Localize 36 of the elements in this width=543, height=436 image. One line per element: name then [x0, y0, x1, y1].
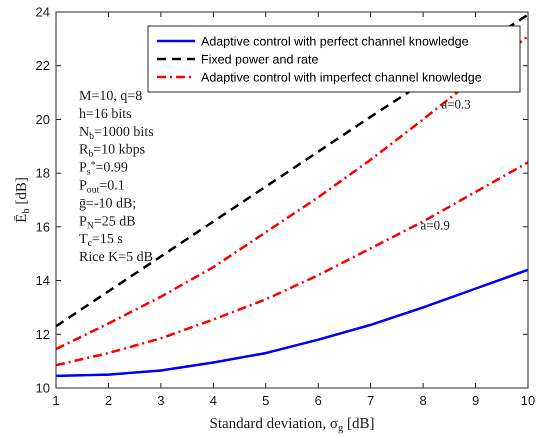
annotation: ḡ=-10 dB; — [79, 196, 136, 212]
annotation: P$_{out}$=0.1 — [79, 178, 125, 195]
x-tick-label: 10 — [520, 393, 536, 408]
annotation: M=10, q=8 — [79, 89, 142, 104]
x-axis-title: Standard deviation, σ$_{g}$ [dB] — [210, 416, 374, 434]
legend-label: Adaptive control with perfect channel knowledge — [201, 34, 469, 48]
annotation: T$_{c}$=15 s — [79, 232, 123, 249]
y-tick-label: 16 — [36, 219, 50, 234]
y-tick-label: 22 — [36, 58, 50, 74]
line-series — [54, 268, 530, 378]
annotation: h=16 bits — [79, 106, 132, 122]
annotation: N$_{b}$=1000 bits — [79, 124, 154, 142]
annotation: P$_{s}$$^{*}$=0.99 — [79, 159, 128, 178]
x-tick-label: 2 — [104, 393, 112, 408]
x-tick-label: 3 — [157, 393, 165, 408]
x-tick-label: 6 — [314, 393, 322, 408]
legend-label: Fixed power and rate — [201, 52, 318, 66]
x-tick-label: 5 — [262, 393, 270, 408]
y-tick-label: 24 — [36, 4, 50, 20]
annotation: P$_{N}$=25 dB — [79, 214, 136, 231]
y-tick-label: 14 — [36, 273, 50, 288]
line-series — [54, 161, 530, 366]
annotation: R$_{b}$=10 kbps — [79, 142, 146, 160]
y-tick-label: 12 — [36, 326, 50, 342]
y-tick-label: 20 — [36, 112, 50, 127]
x-tick-label: 1 — [52, 393, 60, 408]
x-tick-label: 7 — [367, 393, 374, 408]
annotation: Rice K=5 dB — [79, 250, 153, 266]
annotation: a=0.3 — [441, 96, 471, 112]
x-tick-label: 4 — [210, 393, 217, 408]
y-tick-label: 10 — [36, 380, 50, 396]
y-tick-label: 18 — [36, 166, 50, 181]
x-tick-label: 8 — [419, 393, 427, 408]
x-tick-label: 9 — [472, 393, 480, 408]
legend-label: Adaptive control with imperfect channel knowledge — [201, 70, 482, 84]
annotation: a=0.9 — [420, 218, 450, 233]
